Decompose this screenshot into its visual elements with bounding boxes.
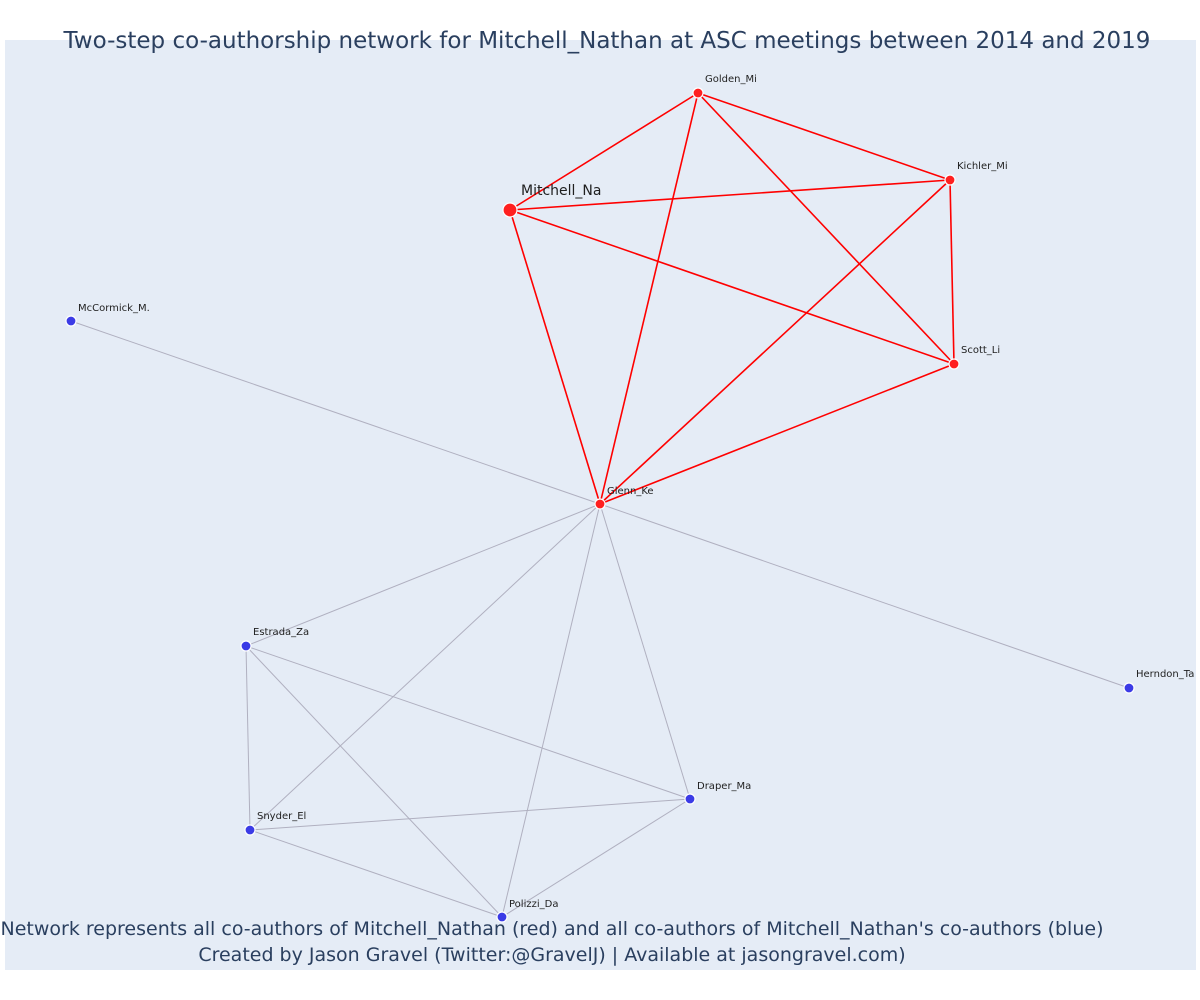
node-mitchell-na[interactable]: [502, 202, 518, 218]
node-label-draper-ma: Draper_Ma: [697, 781, 751, 792]
node-draper-ma[interactable]: [684, 793, 696, 805]
edge-scott-li-glenn-ke: [599, 363, 955, 505]
node-kichler-mi[interactable]: [944, 174, 956, 186]
edge-draper-ma-polizzi-da: [501, 798, 691, 918]
edge-golden-mi-kichler-mi: [697, 92, 951, 181]
edge-estrada-za-polizzi-da: [245, 645, 503, 918]
edge-mitchell-na-glenn-ke: [509, 209, 601, 505]
node-label-mccormick-m: McCormick_M.: [78, 303, 150, 314]
node-label-glenn-ke: Glenn_Ke: [607, 486, 654, 497]
node-label-scott-li: Scott_Li: [961, 345, 1000, 356]
edge-glenn-ke-estrada-za: [245, 503, 601, 647]
node-label-mitchell-na: Mitchell_Na: [521, 183, 601, 199]
node-herndon-ta[interactable]: [1123, 682, 1135, 694]
edge-snyder-el-polizzi-da: [249, 829, 503, 918]
node-label-herndon-ta: Herndon_Ta: [1136, 669, 1194, 680]
edge-snyder-el-draper-ma: [249, 798, 691, 831]
first-step-edges: [509, 92, 955, 505]
node-label-polizzi-da: Polizzi_Da: [509, 899, 558, 910]
edge-mitchell-na-scott-li: [509, 209, 955, 365]
second-step-edges: [70, 320, 1130, 918]
edge-estrada-za-snyder-el: [245, 645, 251, 831]
edge-kichler-mi-scott-li: [949, 179, 955, 365]
edge-glenn-ke-polizzi-da: [501, 503, 601, 918]
edge-golden-mi-glenn-ke: [599, 92, 699, 505]
network-nodes: [65, 87, 1135, 923]
node-labels: Mitchell_Na Golden_Mi Kichler_Mi Scott_Li Gl…: [78, 74, 1194, 910]
caption-line-2: Created by Jason Gravel (Twitter:@Gravel…: [198, 944, 906, 966]
edge-glenn-ke-snyder-el: [249, 503, 601, 831]
edge-estrada-za-draper-ma: [245, 645, 691, 800]
node-label-golden-mi: Golden_Mi: [705, 74, 757, 85]
edge-glenn-ke-mccormick-m: [70, 320, 601, 505]
edge-golden-mi-scott-li: [697, 92, 955, 365]
node-label-snyder-el: Snyder_El: [257, 811, 306, 822]
edge-mitchell-na-kichler-mi: [509, 179, 951, 211]
node-scott-li[interactable]: [948, 358, 960, 370]
node-polizzi-da[interactable]: [496, 911, 508, 923]
node-label-kichler-mi: Kichler_Mi: [957, 161, 1008, 172]
edge-kichler-mi-glenn-ke: [599, 179, 951, 505]
node-snyder-el[interactable]: [244, 824, 256, 836]
node-glenn-ke[interactable]: [594, 498, 606, 510]
chart-title: Two-step co-authorship network for Mitch…: [63, 28, 1151, 54]
node-mccormick-m[interactable]: [65, 315, 77, 327]
edge-glenn-ke-draper-ma: [599, 503, 691, 800]
node-estrada-za[interactable]: [240, 640, 252, 652]
node-golden-mi[interactable]: [692, 87, 704, 99]
edge-mitchell-na-golden-mi: [509, 92, 699, 211]
edge-glenn-ke-herndon-ta: [599, 503, 1130, 689]
caption-line-1: Network represents all co-authors of Mit…: [0, 918, 1104, 940]
node-label-estrada-za: Estrada_Za: [253, 627, 309, 638]
